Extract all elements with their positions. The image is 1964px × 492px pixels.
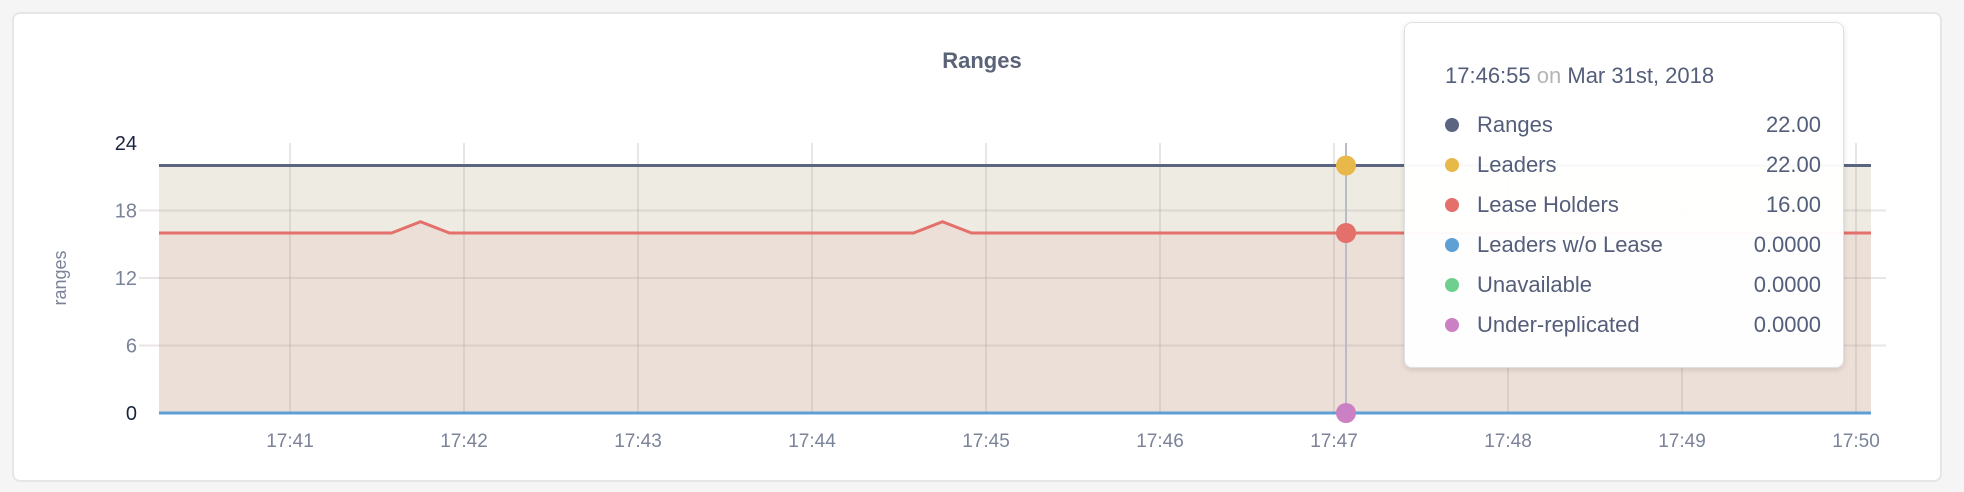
hover-point — [1336, 223, 1356, 243]
tooltip-series-value: 0.0000 — [1753, 272, 1821, 297]
tooltip-series-label: Ranges — [1477, 112, 1553, 137]
tooltip-date: Mar 31st, 2018 — [1567, 63, 1715, 88]
tooltip-header: 17:46:55 on Mar 31st, 2018 — [1445, 63, 1843, 93]
tooltip-time: 17:46:55 — [1445, 63, 1531, 88]
x-tick-label: 17:50 — [1832, 431, 1880, 452]
tooltip-row: Under-replicated 0.0000 — [1445, 305, 1843, 345]
x-tick-label: 17:45 — [962, 431, 1010, 452]
tooltip-series-value: 16.00 — [1765, 192, 1821, 217]
tooltip-series-label: Unavailable — [1477, 272, 1592, 297]
hover-point — [1336, 155, 1356, 176]
tooltip-series-value: 0.0000 — [1753, 232, 1821, 257]
tooltip-series-label: Leaders — [1477, 152, 1557, 177]
tooltip-series-value: 22.00 — [1765, 112, 1821, 137]
series-color-dot-icon — [1445, 318, 1459, 332]
series-color-dot-icon — [1445, 158, 1459, 172]
x-tick-label: 17:48 — [1484, 431, 1532, 452]
x-tick-label: 17:44 — [788, 431, 836, 452]
series-line — [159, 220, 1871, 235]
x-tick-label: 17:46 — [1136, 431, 1184, 452]
y-tick-label: 6 — [126, 336, 137, 358]
x-tick-label: 17:43 — [614, 431, 662, 452]
x-tick-label: 17:42 — [440, 431, 488, 452]
series-color-dot-icon — [1445, 278, 1459, 292]
hover-point — [1336, 403, 1356, 423]
tooltip-series-value: 22.00 — [1765, 152, 1821, 177]
x-tick-label: 17:47 — [1310, 431, 1358, 452]
tooltip-row: Ranges 22.00 — [1445, 105, 1843, 145]
y-tick-label: 12 — [115, 268, 137, 290]
tooltip-row: Leaders w/o Lease 0.0000 — [1445, 225, 1843, 265]
y-axis-label: ranges — [50, 250, 70, 305]
chart-title: Ranges — [942, 48, 1022, 73]
hover-tooltip: 17:46:55 on Mar 31st, 2018 Ranges 22.00 Le… — [1404, 22, 1844, 368]
tooltip-on: on — [1536, 63, 1562, 88]
x-tick-label: 17:49 — [1658, 431, 1706, 452]
tooltip-row: Lease Holders 16.00 — [1445, 185, 1843, 225]
series-color-dot-icon — [1445, 198, 1459, 212]
tooltip-row: Leaders 22.00 — [1445, 145, 1843, 185]
y-tick-label: 24 — [115, 133, 137, 155]
tooltip-series-value: 0.0000 — [1753, 312, 1821, 337]
x-tick-label: 17:41 — [266, 431, 314, 452]
series-color-dot-icon — [1445, 238, 1459, 252]
y-tick-label: 18 — [115, 201, 137, 223]
y-tick-label: 0 — [126, 403, 137, 425]
tooltip-series-label: Lease Holders — [1477, 192, 1619, 217]
tooltip-row: Unavailable 0.0000 — [1445, 265, 1843, 305]
series-color-dot-icon — [1445, 118, 1459, 132]
tooltip-series-label: Under-replicated — [1477, 312, 1640, 337]
tooltip-series-label: Leaders w/o Lease — [1477, 232, 1663, 257]
